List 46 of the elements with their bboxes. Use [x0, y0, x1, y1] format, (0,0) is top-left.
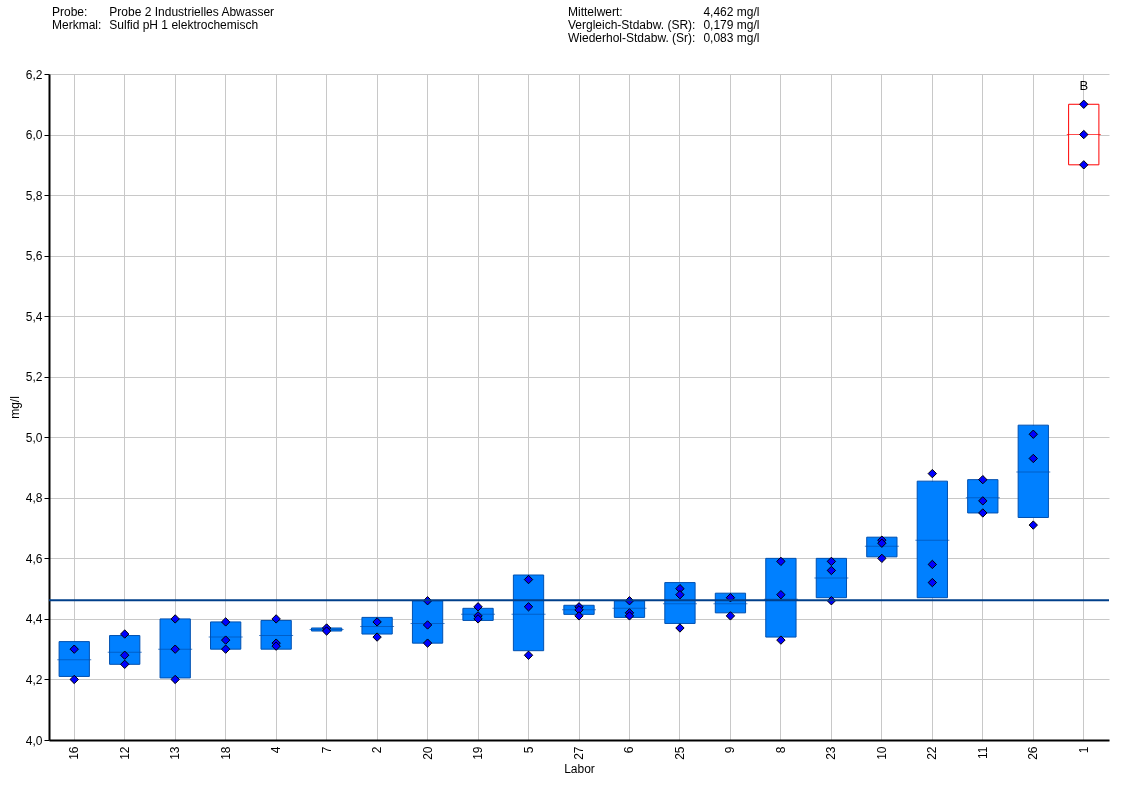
y-tick-label: 6,0: [25, 128, 43, 143]
x-tick-label: 10: [874, 746, 889, 760]
y-tick-label: 5,2: [25, 370, 43, 385]
x-tick-label: 6: [622, 746, 637, 754]
text: Mittelwert:: [568, 5, 624, 19]
y-tick-label: 4,4: [25, 612, 43, 627]
x-tick-label: 7: [319, 746, 334, 754]
y-tick-label: 5,4: [25, 309, 43, 324]
y-tick-label: 4,2: [25, 672, 43, 687]
x-tick-label: 23: [824, 746, 839, 760]
text: 0,179 mg/l: [703, 18, 760, 32]
text: Vergleich-Stdabw. (SR):: [568, 18, 696, 32]
text: Sulfid pH 1 elektrochemisch: [109, 18, 260, 32]
x-tick-label: 8: [773, 746, 788, 754]
x-tick-label: 20: [420, 746, 435, 760]
text: Wiederhol-Stdabw. (Sr):: [568, 31, 696, 45]
text: Probe 2 Industrielles Abwasser: [109, 5, 275, 19]
x-tick-label: 25: [672, 746, 687, 760]
y-tick-label: 5,8: [25, 188, 43, 203]
x-tick-label: 19: [471, 746, 486, 760]
x-tick-label: 12: [117, 746, 132, 760]
y-tick-label: 4,6: [25, 551, 43, 566]
x-tick-label: 9: [723, 746, 738, 754]
x-tick-label: 16: [67, 746, 82, 760]
text: 0,083 mg/l: [703, 31, 760, 45]
x-tick-label: 22: [925, 746, 940, 760]
x-tick-label: 26: [1026, 746, 1041, 760]
text: Probe:: [52, 5, 89, 19]
x-tick-label: 1: [1076, 746, 1091, 754]
y-axis-title: mg/l: [7, 396, 22, 419]
annotation: B: [1079, 78, 1089, 94]
text: Merkmal:: [52, 18, 102, 32]
x-tick-label: 2: [370, 746, 385, 754]
y-tick-label: 5,0: [25, 430, 43, 445]
x-axis-title: Labor: [564, 761, 595, 776]
x-tick-label: 13: [168, 746, 183, 760]
text: 4,462 mg/l: [703, 5, 760, 19]
x-tick-label: 27: [572, 746, 586, 760]
y-tick-label: 5,6: [25, 249, 43, 264]
x-tick-label: 4: [269, 746, 284, 754]
y-tick-label: 4,0: [25, 733, 43, 748]
y-tick-label: 4,8: [25, 491, 43, 506]
x-tick-label: 18: [218, 746, 233, 760]
x-tick-label: 11: [975, 746, 990, 759]
x-tick-label: 5: [521, 746, 536, 754]
y-tick-label: 6,2: [25, 67, 43, 82]
